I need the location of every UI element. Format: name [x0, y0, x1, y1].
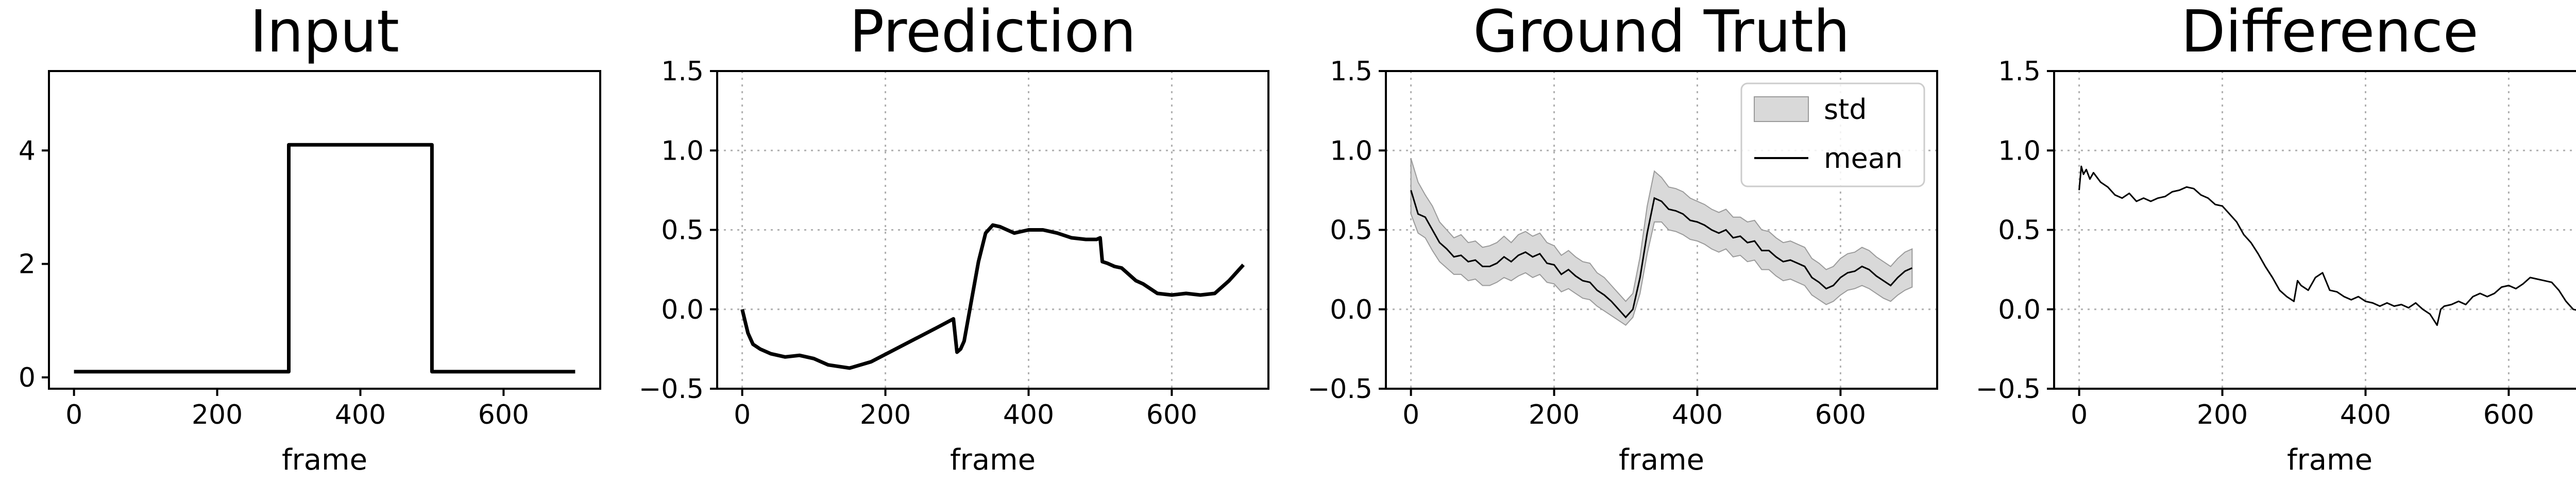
y-tick-label: 0.0 [1998, 295, 2041, 325]
y-tick-label: 0.0 [661, 295, 704, 325]
y-tick-label: 0.5 [1330, 215, 1372, 246]
x-tick-label: 400 [1672, 400, 1723, 430]
series-line [2078, 165, 2576, 326]
series-line [740, 223, 1245, 370]
legend-label: mean [1824, 142, 1903, 175]
legend-label: std [1824, 93, 1867, 126]
y-tick-label: 0.5 [661, 215, 704, 246]
y-tick-label: 2 [19, 249, 36, 280]
x-tick-label: 0 [1402, 400, 1419, 430]
y-tick-label: −0.5 [1308, 374, 1372, 405]
y-tick-label: −0.5 [639, 374, 704, 405]
x-tick-label: 200 [192, 400, 243, 430]
y-tick-label: 0 [19, 362, 36, 393]
chart-title: Prediction [850, 0, 1136, 65]
x-tick-label: 200 [1529, 400, 1580, 430]
chart-title: Difference [2181, 0, 2478, 65]
y-tick-label: −0.5 [1976, 374, 2041, 405]
y-tick-label: 1.0 [1998, 135, 2041, 166]
plot-frame [48, 70, 601, 390]
x-tick-label: 600 [1146, 400, 1197, 430]
y-tick-label: 1.5 [1998, 56, 2041, 87]
x-tick-label: 400 [2340, 400, 2391, 430]
chart-title: Ground Truth [1473, 0, 1850, 65]
chart-panel-3: Ground Truth 0 200 400 600 −0.5 0.0 0.5 1.0 1.5 fr… [1308, 0, 1938, 477]
x-tick-label: 600 [2483, 400, 2534, 430]
x-tick-label: 0 [65, 400, 82, 430]
y-tick-label: 1.5 [1330, 56, 1372, 87]
y-tick-label: 0.5 [1998, 215, 2041, 246]
x-axis-label: frame [2287, 443, 2372, 477]
x-axis-label: frame [950, 443, 1036, 477]
x-tick-label: 200 [2197, 400, 2248, 430]
x-axis-label: frame [282, 443, 367, 477]
x-axis-label: frame [1619, 443, 1704, 477]
x-tick-label: 600 [1815, 400, 1866, 430]
legend: std mean [1740, 82, 1925, 187]
legend-swatch-std [1754, 96, 1809, 122]
x-tick-label: 400 [335, 400, 386, 430]
x-tick-label: 0 [2071, 400, 2088, 430]
x-tick-label: 400 [1003, 400, 1054, 430]
chart-panel-4: Difference 0 200 400 600 −0.5 0.0 0.5 1.0 1.5 fram… [1976, 0, 2576, 477]
x-tick-label: 600 [478, 400, 529, 430]
y-tick-label: 1.0 [661, 135, 704, 166]
y-tick-label: 4 [19, 135, 36, 166]
chart-panel-2: Prediction 0 200 400 600 −0.5 0.0 0.5 1.0 1.5 fram… [639, 0, 1269, 477]
series-mean-line [1410, 189, 1913, 319]
series-std-band [1410, 158, 1913, 326]
y-tick-label: 0.0 [1330, 295, 1372, 325]
x-tick-label: 0 [734, 400, 751, 430]
series-line [74, 143, 575, 374]
x-tick-label: 200 [860, 400, 911, 430]
chart-title: Input [250, 0, 399, 65]
y-tick-label: 1.5 [661, 56, 704, 87]
chart-panel-1: Input 0 200 400 600 0 2 4 frame [19, 0, 601, 477]
y-tick-label: 1.0 [1330, 135, 1372, 166]
